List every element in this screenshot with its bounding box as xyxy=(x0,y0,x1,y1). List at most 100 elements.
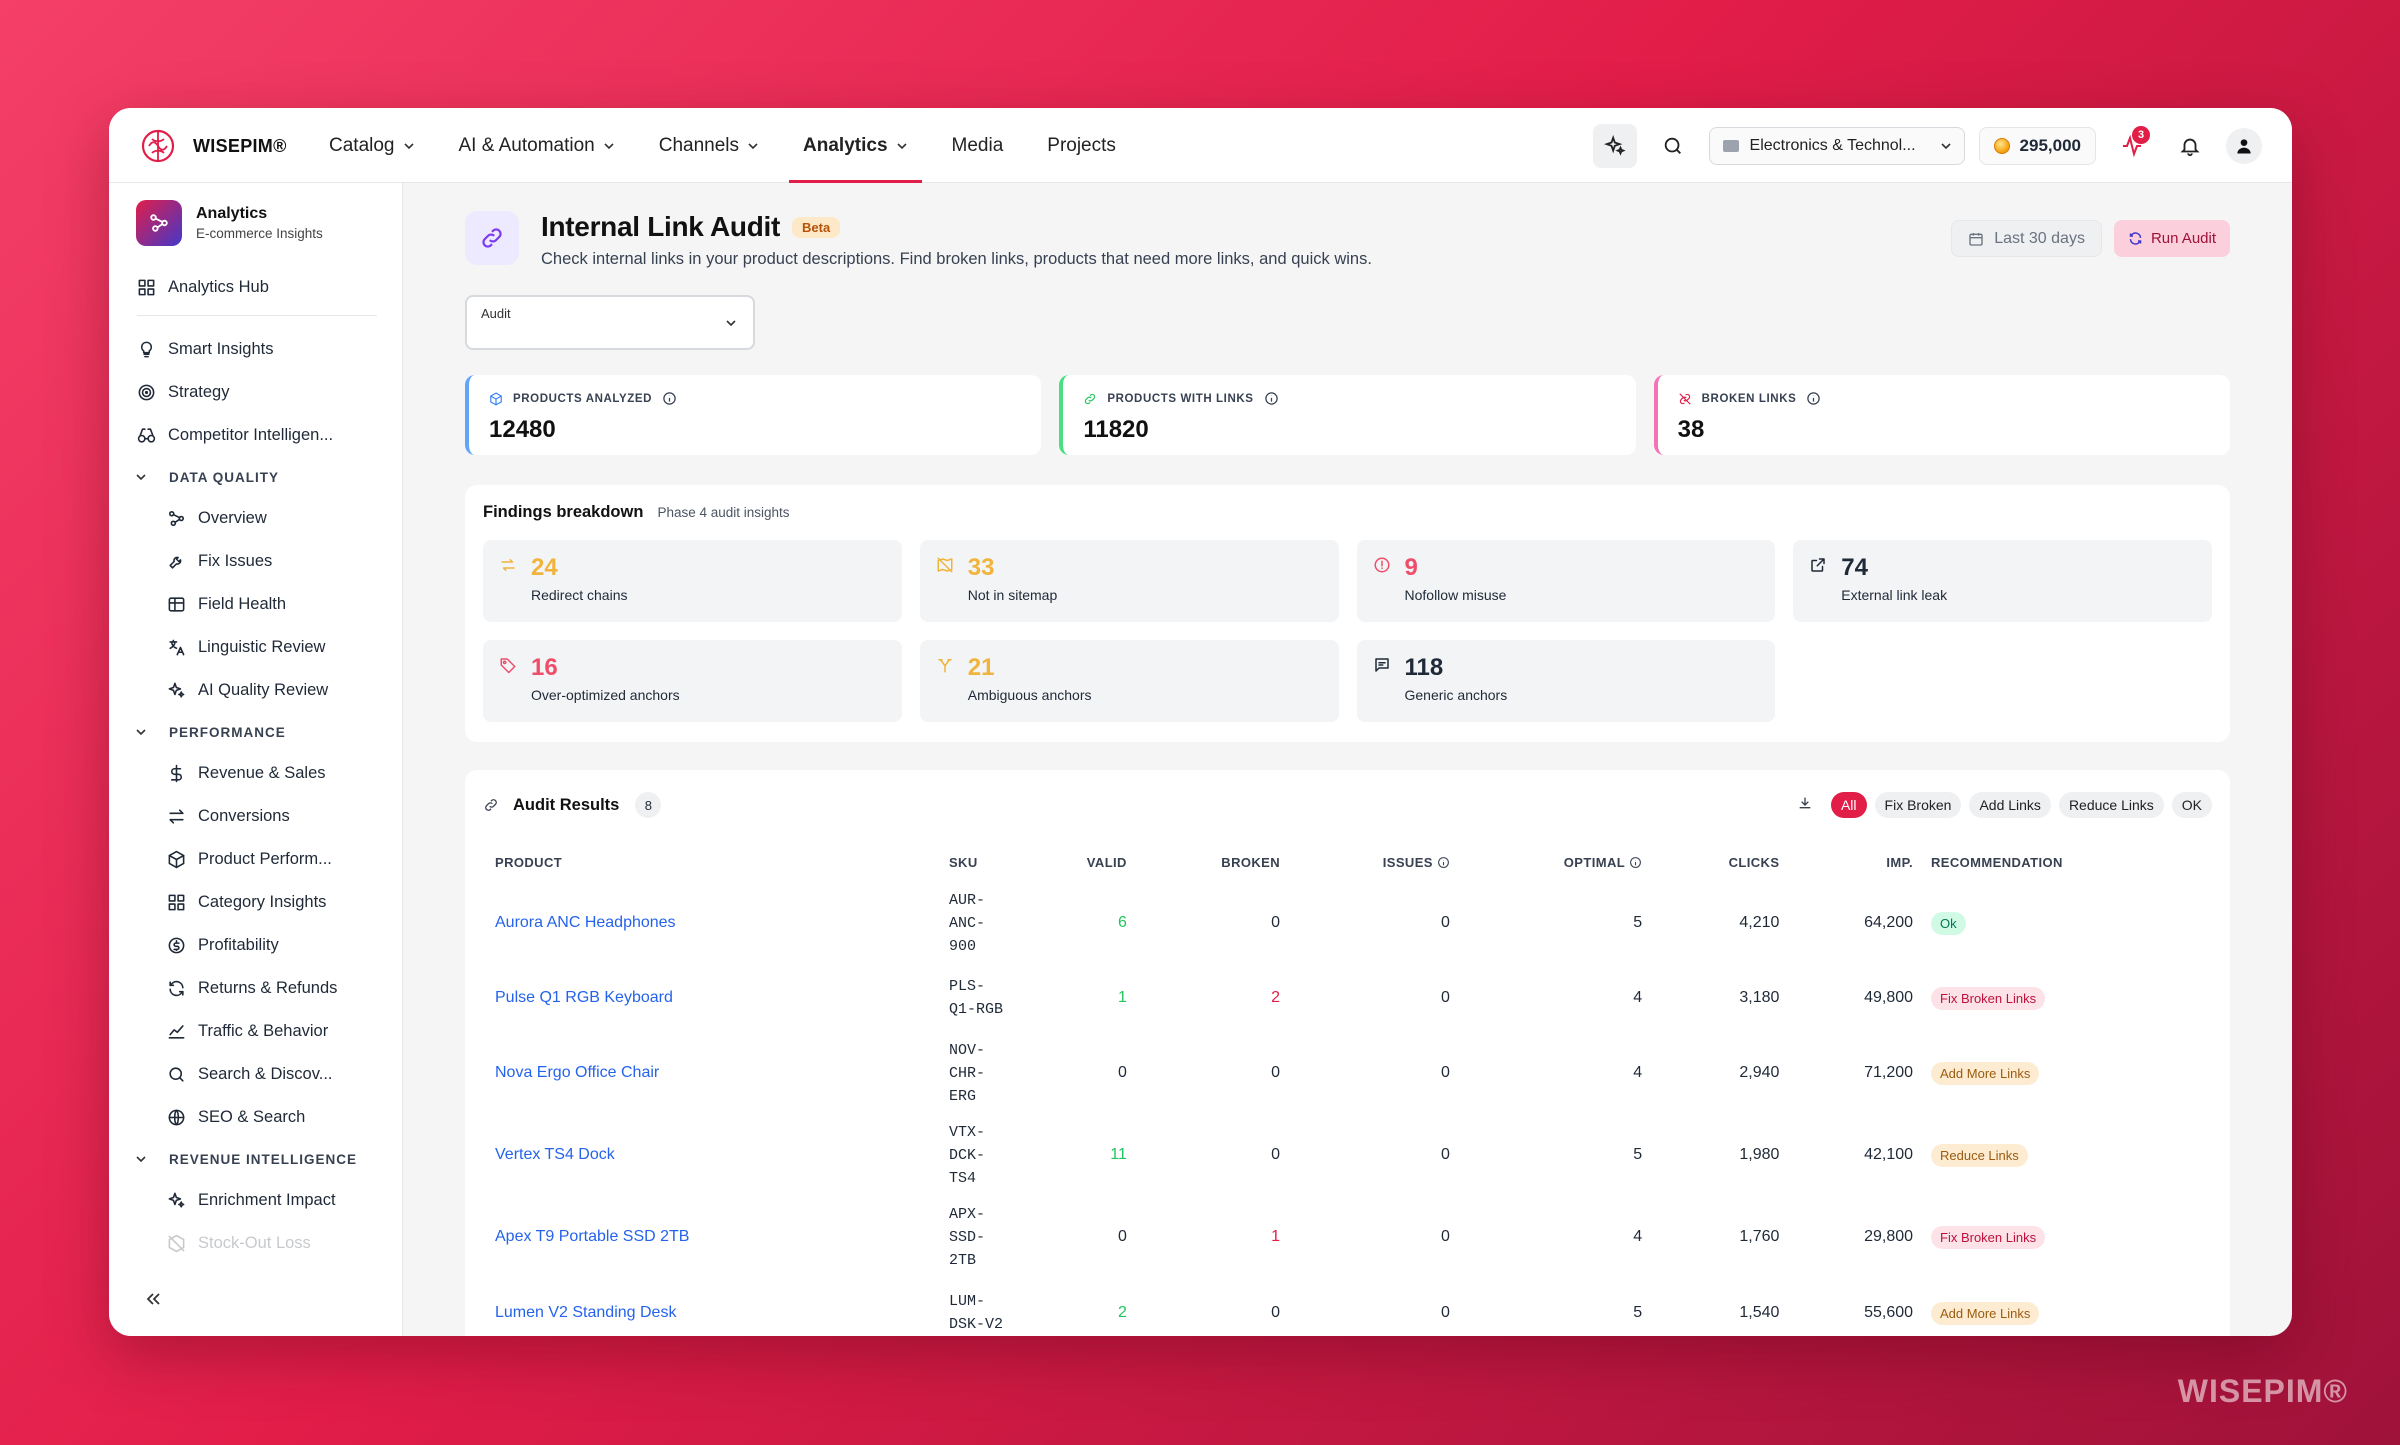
audit-select[interactable]: Audit xyxy=(465,295,755,350)
column-header[interactable]: PRODUCT xyxy=(465,842,949,882)
ai-assistant-button[interactable] xyxy=(1592,124,1637,168)
finding-card[interactable]: 16 Over-optimized anchors xyxy=(483,640,902,722)
sidebar-item[interactable]: Product Perform... xyxy=(109,838,403,881)
table-row[interactable]: Pulse Q1 RGB Keyboard PLS- Q1-RGB 1 2 0 4 3,180… xyxy=(465,964,2230,1032)
valid-cell: 1 xyxy=(1117,989,1127,1006)
sidebar-item[interactable]: Enrichment Impact xyxy=(109,1179,403,1222)
sidebar-item[interactable]: Competitor Intelligen... xyxy=(109,414,403,457)
sidebar-item[interactable]: Revenue & Sales xyxy=(109,752,403,795)
sidebar-item[interactable]: Conversions xyxy=(109,795,403,838)
filter-ok[interactable]: OK xyxy=(2171,792,2212,818)
sidebar-item[interactable]: Fix Issues xyxy=(109,540,403,583)
info-icon[interactable] xyxy=(662,391,677,406)
table-row[interactable]: Nova Ergo Office Chair NOV- CHR- ERG 0 0 0 4 2,9… xyxy=(465,1032,2230,1114)
run-audit-label: Run Audit xyxy=(2150,230,2216,247)
finding-card[interactable]: 118 Generic anchors xyxy=(1356,640,1776,722)
nav-label: Projects xyxy=(1047,134,1116,156)
column-header[interactable]: VALID xyxy=(1029,842,1145,882)
results-count: 8 xyxy=(635,792,662,818)
filter-all[interactable]: All xyxy=(1830,792,1867,818)
finding-card[interactable]: 33 Not in sitemap xyxy=(919,540,1339,622)
sidebar-item[interactable]: Search & Discov... xyxy=(109,1053,403,1096)
column-header[interactable]: CLICKS xyxy=(1660,842,1797,882)
info-icon[interactable] xyxy=(1629,856,1642,869)
product-link[interactable]: Aurora ANC Headphones xyxy=(495,914,676,931)
product-link[interactable]: Apex T9 Portable SSD 2TB xyxy=(495,1228,690,1245)
sidebar-item[interactable]: Traffic & Behavior xyxy=(109,1010,403,1053)
nav-catalog[interactable]: Catalog xyxy=(315,108,429,183)
nav-analytics[interactable]: Analytics xyxy=(789,108,923,183)
column-header[interactable]: ISSUES xyxy=(1298,842,1468,882)
sidebar-item-analytics-hub[interactable]: Analytics Hub xyxy=(109,266,403,309)
logo[interactable]: WISEPIM® xyxy=(137,125,287,167)
valid-cell: 0 xyxy=(1117,1064,1127,1081)
store-selector[interactable]: Electronics & Technol... xyxy=(1708,127,1965,165)
issues-cell: 0 xyxy=(1440,1228,1450,1245)
sidebar-item[interactable]: Field Health xyxy=(109,583,403,626)
column-header[interactable]: RECOMMENDATION xyxy=(1931,842,2230,882)
column-header[interactable]: SKU xyxy=(949,842,1029,882)
finding-card[interactable]: 24 Redirect chains xyxy=(483,540,902,622)
filter-add-links[interactable]: Add Links xyxy=(1969,792,2051,818)
credits-display[interactable]: 295,000 xyxy=(1978,127,2096,165)
sidebar-item[interactable]: Overview xyxy=(109,497,403,540)
product-link[interactable]: Lumen V2 Standing Desk xyxy=(495,1304,677,1321)
sidebar-section-toggle[interactable]: DATA QUALITY xyxy=(109,457,403,497)
nav-ai-automation[interactable]: AI & Automation xyxy=(445,108,629,183)
sidebar-subtitle: E-commerce Insights xyxy=(196,226,323,241)
wrench-icon xyxy=(169,556,182,569)
product-link[interactable]: Nova Ergo Office Chair xyxy=(495,1064,660,1081)
table-row[interactable]: Apex T9 Portable SSD 2TB APX- SSD- 2TB 0 1 0 4 1… xyxy=(465,1196,2230,1278)
nav-channels[interactable]: Channels xyxy=(645,108,773,183)
sidebar-item[interactable]: AI Quality Review xyxy=(109,669,403,712)
sidebar-item[interactable]: Category Insights xyxy=(109,881,403,924)
sidebar-item[interactable]: Strategy xyxy=(109,371,403,414)
sidebar-item[interactable]: Smart Insights xyxy=(109,328,403,371)
column-header-label: VALID xyxy=(1086,854,1127,870)
sidebar-item[interactable]: Linguistic Review xyxy=(109,626,403,669)
table-row[interactable]: Lumen V2 Standing Desk LUM- DSK-V2 2 0 0 5 1,54… xyxy=(465,1278,2230,1336)
column-header[interactable]: IMP. xyxy=(1797,842,1931,882)
nav-media[interactable]: Media xyxy=(938,108,1018,183)
info-icon[interactable] xyxy=(1806,391,1821,406)
finding-card[interactable]: 21 Ambiguous anchors xyxy=(919,640,1339,722)
sidebar-item[interactable]: SEO & Search xyxy=(109,1096,403,1139)
issues-cell: 0 xyxy=(1440,1146,1450,1163)
sku-line: ERG xyxy=(948,1087,976,1105)
product-link[interactable]: Pulse Q1 RGB Keyboard xyxy=(495,989,673,1006)
table-row[interactable]: Aurora ANC Headphones AUR- ANC- 900 6 0 0 5 4,21… xyxy=(465,882,2230,964)
stat-card-products-analyzed: PRODUCTS ANALYZED 12480 xyxy=(465,375,1042,455)
info-icon[interactable] xyxy=(1437,856,1450,869)
finding-card[interactable]: 74 External link leak xyxy=(1793,540,2212,622)
valid-cell: 6 xyxy=(1117,914,1127,931)
column-header-label: IMP. xyxy=(1886,854,1914,870)
sidebar-divider xyxy=(137,315,377,316)
sidebar-section-toggle[interactable]: REVENUE INTELLIGENCE xyxy=(109,1139,403,1179)
product-link[interactable]: Vertex TS4 Dock xyxy=(495,1146,615,1163)
issues-cell: 0 xyxy=(1440,989,1450,1006)
sku-line: VTX- xyxy=(948,1123,985,1141)
search-button[interactable] xyxy=(1651,124,1695,168)
table-row[interactable]: Vertex TS4 Dock VTX- DCK- TS4 11 0 0 5 1,980 42,1… xyxy=(465,1114,2230,1196)
user-avatar[interactable] xyxy=(2226,128,2262,164)
sidebar-item[interactable]: Returns & Refunds xyxy=(109,967,403,1010)
filter-reduce-links[interactable]: Reduce Links xyxy=(2058,792,2164,818)
run-audit-button[interactable]: Run Audit xyxy=(2113,220,2230,257)
column-header[interactable]: OPTIMAL xyxy=(1468,842,1660,882)
download-button[interactable] xyxy=(1797,795,1813,816)
nav-projects[interactable]: Projects xyxy=(1033,108,1130,183)
activity-button[interactable]: 3 xyxy=(2110,124,2154,168)
sidebar-item[interactable]: Profitability xyxy=(109,924,403,967)
sidebar-item[interactable]: Stock-Out Loss xyxy=(109,1222,403,1265)
column-header[interactable]: BROKEN xyxy=(1145,842,1298,882)
message-icon xyxy=(1373,656,1391,679)
info-icon[interactable] xyxy=(1264,391,1279,406)
finding-label: Over-optimized anchors xyxy=(531,687,680,703)
map-off-icon xyxy=(936,556,954,579)
filter-fix-broken[interactable]: Fix Broken xyxy=(1874,792,1962,818)
collapse-sidebar-button[interactable] xyxy=(143,1289,163,1314)
notifications-button[interactable] xyxy=(2168,124,2212,168)
finding-card[interactable]: 9 Nofollow misuse xyxy=(1356,540,1776,622)
date-range-button[interactable]: Last 30 days xyxy=(1951,220,2102,257)
sidebar-section-toggle[interactable]: PERFORMANCE xyxy=(109,712,403,752)
